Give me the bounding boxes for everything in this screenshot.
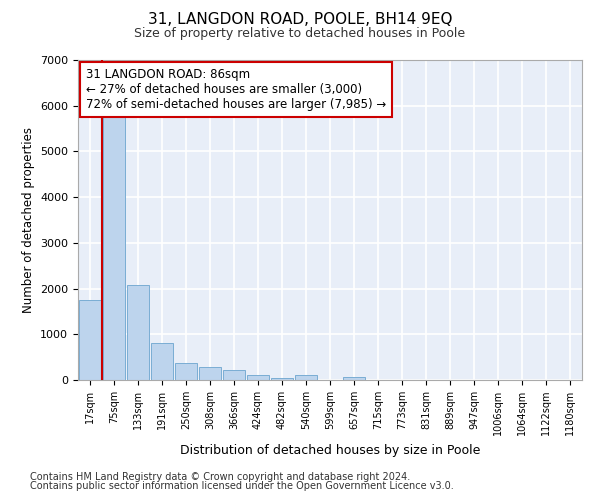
- Bar: [199, 367, 221, 380]
- Text: Contains HM Land Registry data © Crown copyright and database right 2024.: Contains HM Land Registry data © Crown c…: [30, 472, 410, 482]
- Text: 31 LANGDON ROAD: 86sqm
← 27% of detached houses are smaller (3,000)
72% of semi-: 31 LANGDON ROAD: 86sqm ← 27% of detached…: [86, 68, 386, 111]
- X-axis label: Distribution of detached houses by size in Poole: Distribution of detached houses by size …: [180, 444, 480, 456]
- Bar: [295, 376, 317, 380]
- Bar: [247, 376, 269, 380]
- Bar: [343, 377, 365, 380]
- Text: Size of property relative to detached houses in Poole: Size of property relative to detached ho…: [134, 28, 466, 40]
- Bar: [79, 300, 101, 380]
- Text: 31, LANGDON ROAD, POOLE, BH14 9EQ: 31, LANGDON ROAD, POOLE, BH14 9EQ: [148, 12, 452, 28]
- Bar: [223, 370, 245, 380]
- Y-axis label: Number of detached properties: Number of detached properties: [22, 127, 35, 313]
- Bar: [151, 344, 173, 380]
- Bar: [127, 285, 149, 380]
- Bar: [175, 363, 197, 380]
- Bar: [271, 378, 293, 380]
- Bar: [103, 117, 125, 380]
- Text: Contains public sector information licensed under the Open Government Licence v3: Contains public sector information licen…: [30, 481, 454, 491]
